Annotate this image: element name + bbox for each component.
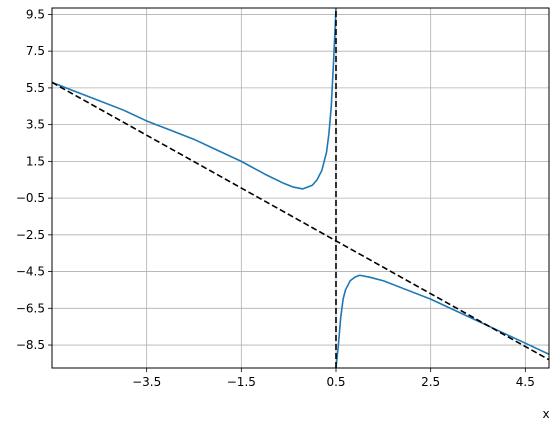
y-tick-label: 7.5 [26, 44, 45, 58]
y-axis: 9.5 7.5 5.5 3.5 1.5 −0.5 −2.5 −4.5 −6.5 −8.5 [16, 7, 52, 352]
y-tick-label: 9.5 [26, 7, 45, 21]
plot-lines [52, 8, 549, 368]
y-tick-label: 3.5 [26, 118, 45, 132]
y-tick-label: −0.5 [16, 191, 45, 205]
y-tick-label: 5.5 [26, 81, 45, 95]
y-tick-label: −8.5 [16, 338, 45, 352]
grid [52, 8, 549, 368]
x-tick-label: −1.5 [227, 375, 256, 389]
plot-frame [51, 7, 550, 369]
x-tick-label: 2.5 [421, 375, 440, 389]
function-curve [335, 274, 549, 368]
x-axis-label: x [542, 407, 549, 421]
x-axis: −3.5 −1.5 0.5 2.5 4.5 [132, 368, 535, 389]
function-curve [52, 8, 337, 190]
y-tick-label: −4.5 [16, 265, 45, 279]
y-tick-label: 1.5 [26, 154, 45, 168]
asymptote-line [52, 81, 549, 361]
x-tick-label: −3.5 [132, 375, 161, 389]
y-tick-label: −6.5 [16, 301, 45, 315]
y-tick-label: −2.5 [16, 228, 45, 242]
x-tick-label: 4.5 [516, 375, 535, 389]
x-tick-label: 0.5 [326, 375, 345, 389]
